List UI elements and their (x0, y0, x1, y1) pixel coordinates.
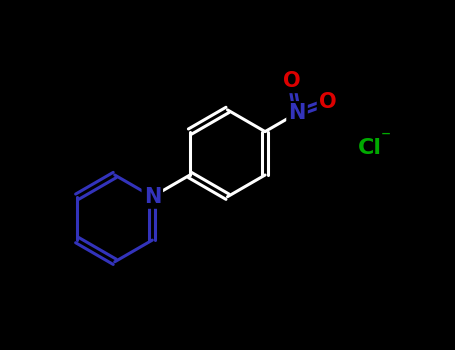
Text: N: N (144, 187, 161, 207)
Text: O: O (319, 92, 336, 112)
Text: ⁻: ⁻ (380, 127, 390, 147)
Text: Cl: Cl (358, 138, 382, 158)
Text: N: N (288, 103, 306, 123)
Text: O: O (283, 71, 300, 91)
